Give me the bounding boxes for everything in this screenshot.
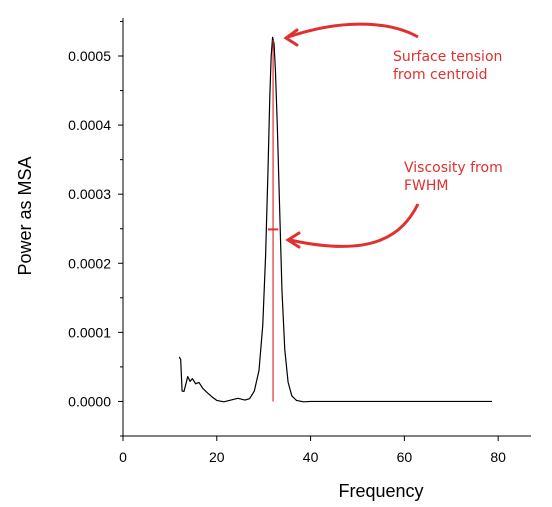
series-layer bbox=[178, 36, 493, 403]
annotation-surface-tension: Surface tension from centroid bbox=[283, 22, 502, 83]
annotation-surface-tension-line-1: Surface tension bbox=[393, 49, 502, 65]
y-tick-label: 0.0004 bbox=[68, 117, 111, 133]
x-tick-label: 80 bbox=[490, 449, 506, 465]
annotation-arrow-surface-tension bbox=[287, 22, 419, 39]
annotation-arrowhead-viscosity bbox=[285, 231, 301, 249]
y-tick-label: 0.0000 bbox=[68, 393, 111, 409]
series-line bbox=[178, 36, 493, 403]
y-tick-label: 0.0003 bbox=[68, 186, 111, 202]
y-tick-label: 0.0005 bbox=[68, 48, 111, 64]
annotation-arrow-viscosity bbox=[289, 203, 420, 248]
x-tick-label: 40 bbox=[303, 449, 319, 465]
x-tick-label: 20 bbox=[209, 449, 225, 465]
annotation-viscosity-line-1: Viscosity from bbox=[404, 160, 503, 176]
annotation-arrowhead-surface-tension bbox=[283, 28, 299, 47]
y-tick-label: 0.0001 bbox=[68, 324, 111, 340]
annotation-viscosity: Viscosity from FWHM bbox=[285, 160, 503, 249]
y-tick-label: 0.0002 bbox=[68, 255, 111, 271]
annotation-viscosity-line-2: FWHM bbox=[404, 178, 449, 194]
x-axis-title: Frequency bbox=[338, 481, 423, 501]
x-axis-ticks: 0 20 40 60 80 bbox=[119, 436, 506, 465]
y-axis-ticks: 0.0000 0.0001 0.0002 0.0003 0.0004 0.0005 bbox=[68, 20, 123, 437]
y-axis-title: Power as MSA bbox=[15, 156, 35, 275]
x-tick-label: 60 bbox=[397, 449, 413, 465]
annotation-surface-tension-line-2: from centroid bbox=[393, 67, 488, 83]
marker-layer bbox=[267, 40, 279, 402]
x-tick-label: 0 bbox=[119, 449, 127, 465]
plot-area: 0 20 40 60 80 0.0000 0.0001 0.0002 0.0003 0.0004… bbox=[68, 18, 531, 465]
